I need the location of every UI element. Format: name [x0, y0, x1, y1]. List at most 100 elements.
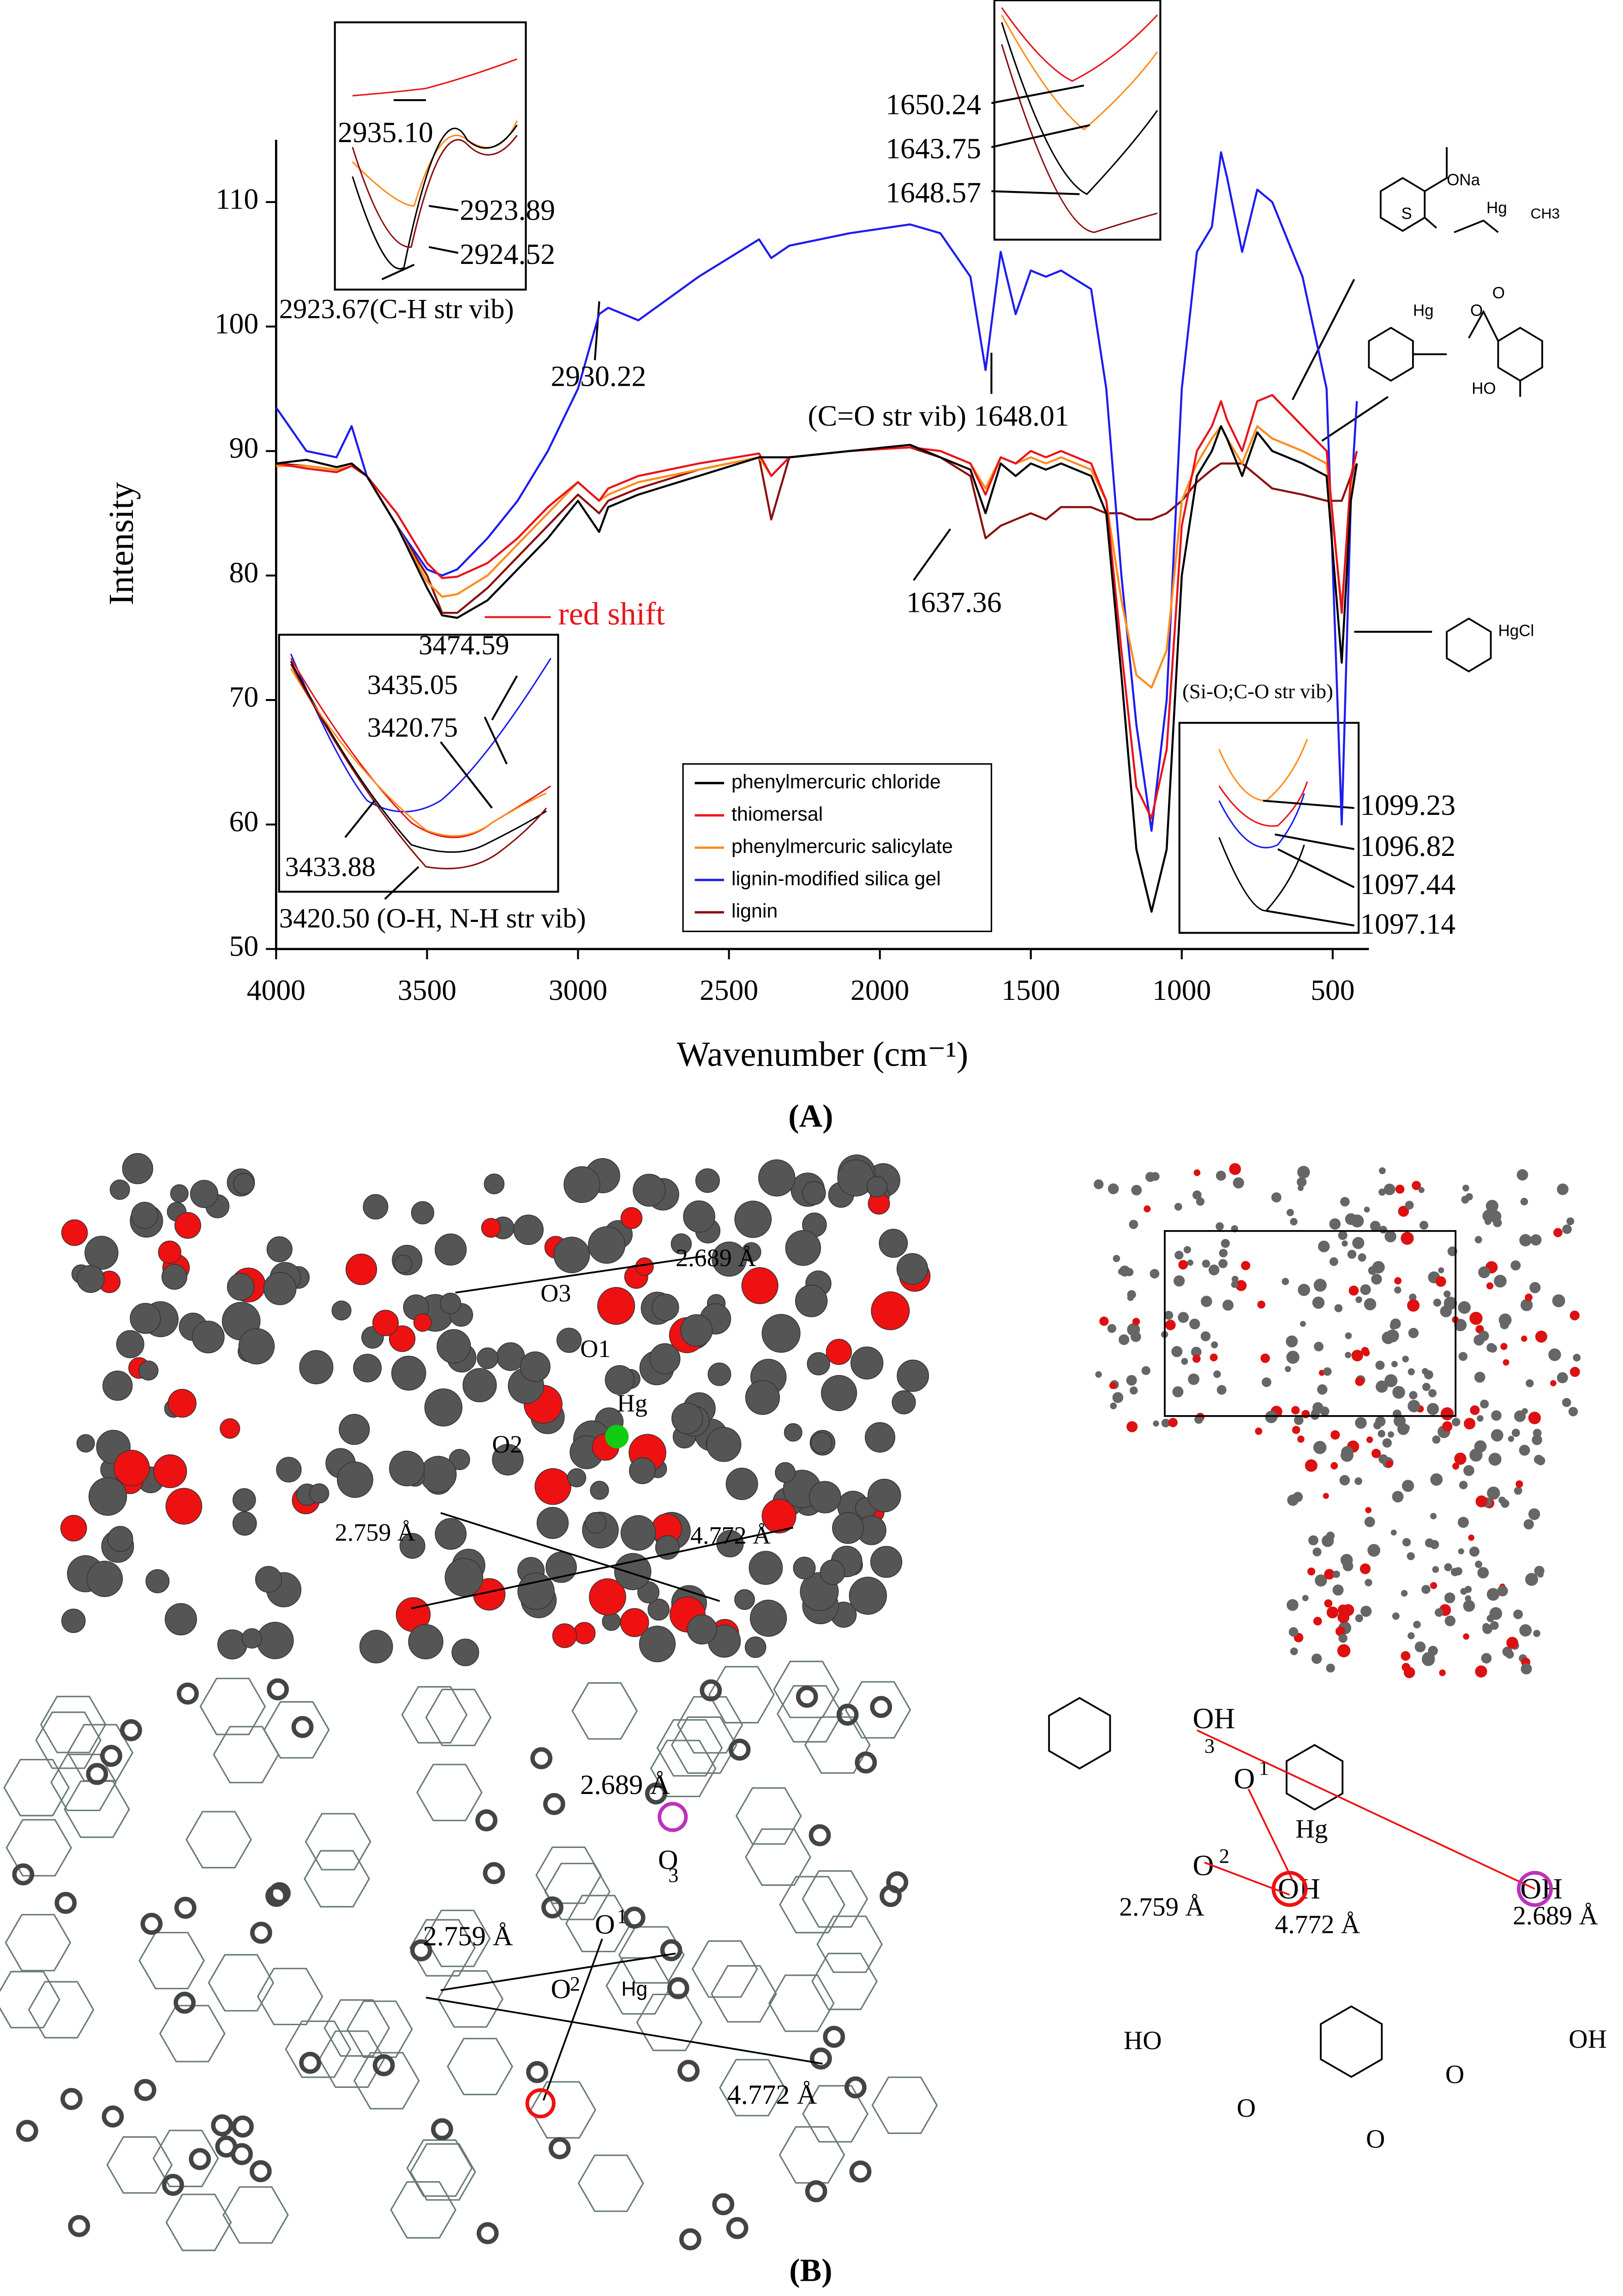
atom	[1351, 1214, 1364, 1228]
atom	[1444, 1615, 1456, 1626]
legend-label: lignin	[731, 900, 778, 922]
atom	[1260, 1353, 1270, 1363]
atom	[1489, 1607, 1503, 1620]
distance-line	[425, 1997, 823, 2065]
ring	[804, 1716, 871, 1774]
model-label: O3	[540, 1279, 571, 1307]
atom	[1489, 1210, 1502, 1223]
atom	[553, 1237, 590, 1274]
atom-o	[679, 2228, 701, 2250]
atom	[1196, 1197, 1205, 1206]
atom	[871, 1291, 910, 1330]
atom	[1200, 1331, 1211, 1341]
annotation: 1637.36	[906, 586, 1002, 619]
atom	[1108, 1183, 1119, 1195]
distance-line	[411, 1526, 794, 1609]
structure-label: 2.689 Å	[1513, 1901, 1598, 1931]
atom	[1407, 1399, 1420, 1412]
atom	[1307, 1567, 1316, 1576]
atom	[434, 1233, 467, 1266]
atom	[473, 1578, 506, 1611]
atom	[1533, 1630, 1540, 1637]
ring	[138, 1931, 205, 1990]
ring	[844, 1681, 911, 1739]
atom	[1461, 1196, 1469, 1204]
atom	[1407, 1552, 1415, 1561]
atom-o	[810, 2047, 832, 2070]
atom	[276, 1457, 302, 1483]
atom	[1480, 1399, 1489, 1409]
inset-box	[1178, 722, 1360, 934]
atom	[1338, 1633, 1348, 1643]
atom-o	[249, 2160, 272, 2182]
distance-line	[1197, 1729, 1535, 1890]
atom	[1221, 1239, 1230, 1248]
atom	[1192, 1354, 1201, 1363]
atom	[1373, 1421, 1382, 1429]
ring	[199, 1678, 266, 1735]
atom	[517, 1573, 555, 1610]
x-tick-label: 3000	[549, 974, 607, 1006]
atom	[481, 1218, 501, 1238]
series-line	[276, 425, 1358, 913]
ring	[5, 1913, 72, 1972]
x-tick-label: 4000	[247, 974, 305, 1006]
ring	[323, 1999, 390, 2057]
atom	[217, 1629, 247, 1660]
atom	[1419, 1220, 1429, 1230]
ball-model	[60, 1153, 931, 1667]
distance-line	[1247, 1788, 1294, 1881]
atom	[1422, 1382, 1431, 1391]
atom	[1497, 1585, 1508, 1596]
atom	[1326, 1663, 1335, 1673]
ring	[802, 1870, 868, 1928]
atom	[1408, 1327, 1419, 1339]
structure-label: 4.772 Å	[1275, 1910, 1360, 1939]
atom	[1478, 1330, 1489, 1341]
atom-o	[140, 1913, 163, 1935]
atom	[1407, 1632, 1415, 1639]
atom	[1402, 1538, 1411, 1547]
atom	[1401, 1662, 1411, 1672]
distance-line	[1204, 1861, 1290, 1896]
atom	[1174, 1275, 1185, 1287]
atom	[309, 1483, 329, 1504]
atom	[820, 1560, 845, 1585]
atom	[1265, 1411, 1278, 1423]
ring	[40, 1696, 107, 1753]
hbond-o	[658, 1802, 688, 1832]
atom	[1385, 1460, 1393, 1468]
atom	[1526, 1379, 1534, 1387]
atom	[1557, 1372, 1568, 1383]
cloud-model	[1094, 1163, 1581, 1678]
atom	[1211, 1341, 1218, 1349]
atom	[1474, 1236, 1482, 1244]
atom	[1365, 1507, 1372, 1513]
atom	[484, 1173, 505, 1195]
atom	[131, 1202, 158, 1229]
ring	[305, 1813, 371, 1871]
atom-o	[372, 2054, 395, 2076]
atom	[1432, 1566, 1439, 1573]
atom	[1294, 1415, 1304, 1425]
atom	[1528, 1411, 1541, 1424]
atom	[1475, 1665, 1487, 1678]
atom	[1391, 1361, 1398, 1368]
atom	[1432, 1435, 1441, 1444]
atom	[1210, 1353, 1218, 1362]
atom	[1395, 1184, 1405, 1194]
atom	[1293, 1492, 1303, 1502]
atom-o	[299, 2051, 321, 2074]
atom	[1459, 1481, 1468, 1489]
panel-label: (A)	[788, 1099, 833, 1134]
atom	[1450, 1567, 1460, 1577]
atom	[1511, 1429, 1520, 1437]
structure-label: OH	[1569, 2025, 1607, 2054]
distance-line	[542, 1938, 603, 2101]
model-label: 2.689 Å	[676, 1244, 756, 1272]
ring	[0, 1971, 60, 2028]
atom	[1475, 1495, 1488, 1507]
atom	[1430, 1582, 1437, 1589]
annotation: 2924.52	[460, 238, 555, 270]
atom	[1457, 1517, 1469, 1528]
